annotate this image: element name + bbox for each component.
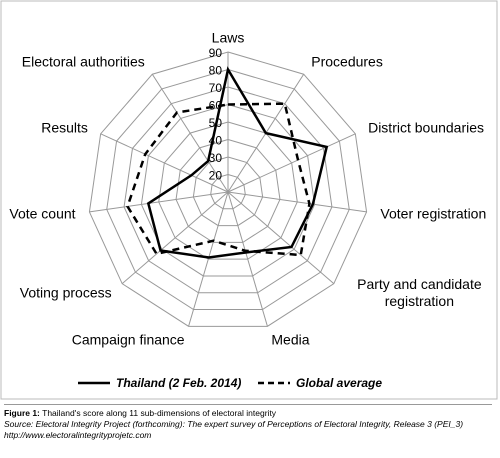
axis-label: Electoral authorities — [21, 53, 145, 70]
axis-label: Media — [271, 331, 310, 348]
caption-url: http://www.electoralintegrityprojetc.com — [4, 430, 152, 440]
axis-label: Party and candidate registration — [357, 275, 482, 309]
caption: Figure 1: Thailand's score along 11 sub-… — [4, 404, 492, 441]
r-tick-label: 30 — [209, 151, 223, 165]
caption-line: Figure 1: Thailand's score along 11 sub-… — [4, 408, 492, 419]
legend-label: Global average — [296, 376, 382, 390]
axis-label: Vote count — [9, 205, 76, 222]
axis-label: Laws — [211, 29, 245, 46]
grid-ring — [106, 68, 350, 311]
grid-ring — [210, 173, 246, 210]
r-tick-label: 70 — [209, 81, 223, 95]
axis-label: Campaign finance — [71, 331, 185, 348]
r-tick-label: 80 — [209, 64, 223, 78]
caption-text: Thailand's score along 11 sub-dimensions… — [42, 408, 277, 418]
grid-ring — [192, 156, 264, 227]
grid-ring — [123, 86, 333, 294]
legend-label: Thailand (2 Feb. 2014) — [116, 376, 241, 390]
frame — [0, 0, 498, 400]
axis-label: Procedures — [311, 53, 383, 70]
r-tick-label: 90 — [209, 46, 223, 60]
caption-source: Source: Electoral Integrity Project (for… — [4, 419, 464, 429]
grid-ring — [140, 103, 316, 277]
axis-label: Voting process — [19, 284, 112, 301]
caption-label: Figure 1: — [4, 408, 40, 418]
series-line — [146, 66, 329, 259]
grid-ring — [175, 138, 281, 243]
grid-ring — [88, 51, 368, 327]
grid-ring — [158, 121, 298, 260]
axis-label: District boundaries — [368, 119, 485, 136]
axis-label: Voter registration — [380, 205, 487, 222]
r-tick-label: 20 — [209, 169, 223, 183]
axis-label: Results — [41, 119, 88, 136]
